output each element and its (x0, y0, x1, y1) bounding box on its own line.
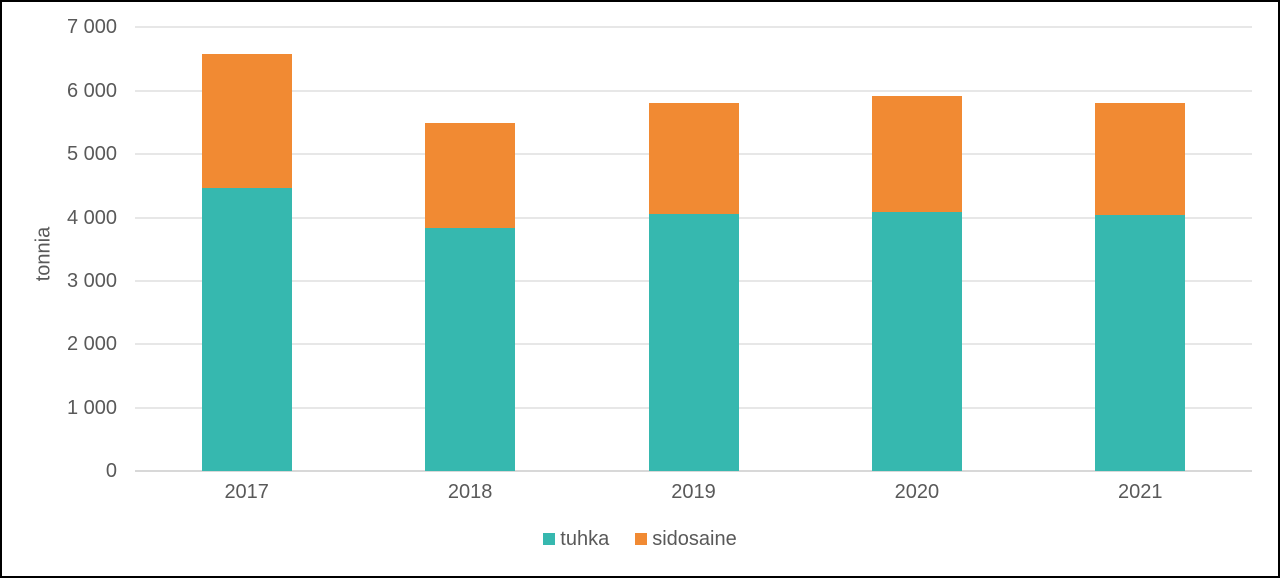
bar-segment-2018-tuhka (425, 227, 516, 471)
y-tick-label: 4 000 (66, 206, 117, 229)
bar-segment-2020-tuhka (871, 211, 962, 471)
legend-item-tuhka: tuhka (543, 528, 609, 550)
y-tick-label: 7 000 (66, 16, 117, 39)
x-tick-label-2021: 2021 (1118, 481, 1163, 503)
y-tick-label: 3 000 (66, 269, 117, 292)
x-tick-label-2019: 2019 (671, 481, 716, 503)
x-tick-label-2017: 2017 (224, 481, 269, 503)
legend: tuhka sidosaine (2, 528, 1278, 550)
legend-swatch-sidosaine (635, 533, 648, 545)
bar-segment-2017-sidosaine (201, 54, 292, 188)
x-tick-label-2018: 2018 (447, 481, 493, 503)
bar-segment-2017-tuhka (201, 187, 292, 471)
legend-label: tuhka (560, 528, 610, 550)
y-tick-label: 1 000 (66, 396, 117, 419)
bar-segment-2019-tuhka (648, 214, 739, 471)
y-axis-title: tonnia (32, 226, 55, 282)
legend-item-sidosaine: sidosaine (635, 528, 737, 550)
y-tick-label: 6 000 (66, 79, 117, 102)
legend-label: sidosaine (652, 528, 737, 550)
x-axis-baseline (135, 470, 1252, 472)
y-tick-label: 0 (105, 460, 117, 482)
bar-segment-2020-sidosaine (871, 96, 962, 212)
x-tick-label-2020: 2020 (894, 481, 940, 503)
bar-segment-2019-sidosaine (648, 102, 739, 215)
bar-segment-2018-sidosaine (425, 123, 516, 228)
y-gridline (135, 89, 1252, 92)
bar-segment-2021-tuhka (1095, 214, 1186, 471)
y-tick-label: 5 000 (66, 143, 117, 166)
bar-segment-2021-sidosaine (1095, 102, 1186, 215)
y-tick-label: 2 000 (66, 333, 117, 356)
y-gridline (135, 26, 1252, 29)
legend-swatch-tuhka (543, 533, 556, 545)
